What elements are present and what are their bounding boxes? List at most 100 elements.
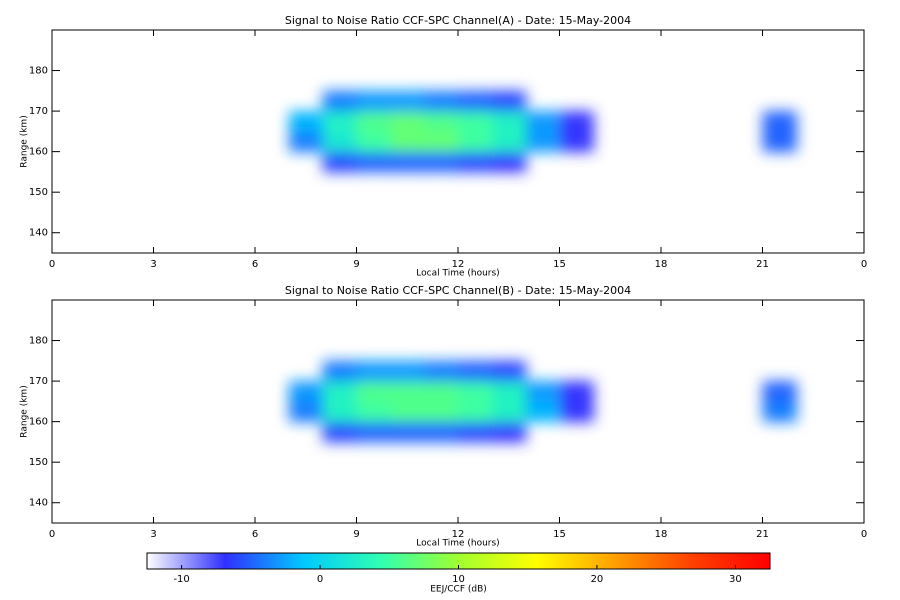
- heatmap-cell: [458, 381, 493, 402]
- heatmap-cell: [424, 421, 459, 443]
- x-tick-label: 0: [49, 529, 55, 540]
- heatmap-cell: [390, 111, 425, 132]
- heatmap-cell: [491, 111, 527, 132]
- heatmap-cell: [390, 151, 425, 173]
- colorbar-tick-label: 0: [317, 574, 323, 585]
- heatmap-cell: [424, 151, 459, 173]
- heatmap-cell: [356, 131, 391, 153]
- x-tick-label: 3: [150, 529, 156, 540]
- heatmap-cell: [322, 381, 357, 402]
- heatmap-cell: [458, 131, 493, 153]
- heatmap-cell: [458, 360, 493, 382]
- heatmap-cell: [559, 111, 594, 132]
- heatmap-cell: [525, 131, 560, 153]
- heatmap-cell: [322, 90, 357, 112]
- heatmap-cell: [356, 421, 391, 443]
- heatmap-cell: [525, 111, 560, 132]
- y-tick-label: 170: [29, 106, 48, 117]
- heatmap-cell: [424, 90, 459, 112]
- heatmap-cell: [424, 360, 459, 382]
- heatmap-cell: [762, 381, 797, 402]
- heatmap-cell: [356, 90, 391, 112]
- y-tick-label: 140: [29, 228, 48, 239]
- heatmap-cell: [424, 401, 459, 423]
- heatmap-cell: [356, 360, 391, 382]
- chart-title: Signal to Noise Ratio CCF-SPC Channel(B)…: [285, 284, 631, 297]
- heatmap-cell: [390, 360, 425, 382]
- heatmap-cell: [491, 360, 527, 382]
- y-tick-label: 170: [29, 376, 48, 387]
- heatmap-cells: [288, 360, 797, 443]
- colorbar-label: EEJ/CCF (dB): [430, 585, 487, 595]
- heatmap-cell: [762, 111, 797, 132]
- heatmap-cell: [762, 131, 797, 153]
- x-tick-label: 9: [353, 529, 359, 540]
- y-axis-label: Range (km): [20, 115, 30, 167]
- y-tick-label: 150: [29, 187, 48, 198]
- heatmap-cell: [491, 421, 527, 443]
- x-tick-label: 0: [49, 259, 55, 270]
- heatmap-cell: [288, 131, 324, 153]
- heatmap-cell: [356, 151, 391, 173]
- x-tick-label: 9: [353, 259, 359, 270]
- y-axis-label: Range (km): [20, 385, 30, 437]
- heatmap-cell: [390, 90, 425, 112]
- x-tick-label: 18: [655, 529, 668, 540]
- heatmap-cell: [491, 381, 527, 402]
- heatmap-cell: [322, 421, 357, 443]
- x-tick-label: 12: [452, 259, 465, 270]
- x-tick-label: 21: [756, 529, 769, 540]
- y-tick-label: 140: [29, 498, 48, 509]
- colorbar-tick-label: 20: [591, 574, 604, 585]
- heatmap-cell: [322, 151, 357, 173]
- heatmap-cell: [525, 401, 560, 423]
- heatmap-cell: [491, 131, 527, 153]
- x-axis-label: Local Time (hours): [416, 269, 499, 279]
- y-tick-label: 160: [29, 147, 48, 158]
- heatmap-cell: [458, 111, 493, 132]
- heatmap-cells: [288, 90, 797, 173]
- heatmap-cell: [559, 131, 594, 153]
- heatmap-cell: [288, 111, 324, 132]
- heatmap-cell: [458, 151, 493, 173]
- heatmap-cell: [424, 131, 459, 153]
- colorbar-tick-label: 30: [729, 574, 742, 585]
- x-tick-label: 0: [861, 259, 867, 270]
- x-tick-label: 18: [655, 259, 668, 270]
- heatmap-cell: [322, 360, 357, 382]
- x-axis-label: Local Time (hours): [416, 539, 499, 549]
- heatmap-cell: [322, 401, 357, 423]
- x-tick-label: 15: [553, 259, 566, 270]
- x-tick-label: 12: [452, 529, 465, 540]
- colorbar-tick-label: 10: [452, 574, 465, 585]
- heatmap-cell: [356, 381, 391, 402]
- heatmap-cell: [390, 381, 425, 402]
- heatmap-cell: [491, 401, 527, 423]
- heatmap-cell: [390, 131, 425, 153]
- heatmap-cell: [458, 401, 493, 423]
- heatmap-blur: [288, 360, 797, 443]
- heatmap-cell: [525, 381, 560, 402]
- y-tick-label: 180: [29, 336, 48, 347]
- heatmap-cell: [458, 90, 493, 112]
- x-tick-label: 21: [756, 259, 769, 270]
- heatmap-blur: [288, 90, 797, 173]
- colorbar-tick-label: -10: [173, 574, 189, 585]
- heatmap-cell: [356, 401, 391, 423]
- heatmap-cell: [491, 90, 527, 112]
- heatmap-cell: [390, 401, 425, 423]
- heatmap-cell: [288, 381, 324, 402]
- heatmap-cell: [424, 111, 459, 132]
- x-tick-label: 15: [553, 529, 566, 540]
- heatmap-cell: [390, 421, 425, 443]
- heatmap-cell: [491, 151, 527, 173]
- heatmap-cell: [458, 421, 493, 443]
- y-tick-label: 150: [29, 457, 48, 468]
- heatmap-cell: [762, 401, 797, 423]
- heatmap-cell: [322, 111, 357, 132]
- y-tick-label: 180: [29, 66, 48, 77]
- x-tick-label: 3: [150, 259, 156, 270]
- heatmap-cell: [424, 381, 459, 402]
- x-tick-label: 6: [252, 529, 258, 540]
